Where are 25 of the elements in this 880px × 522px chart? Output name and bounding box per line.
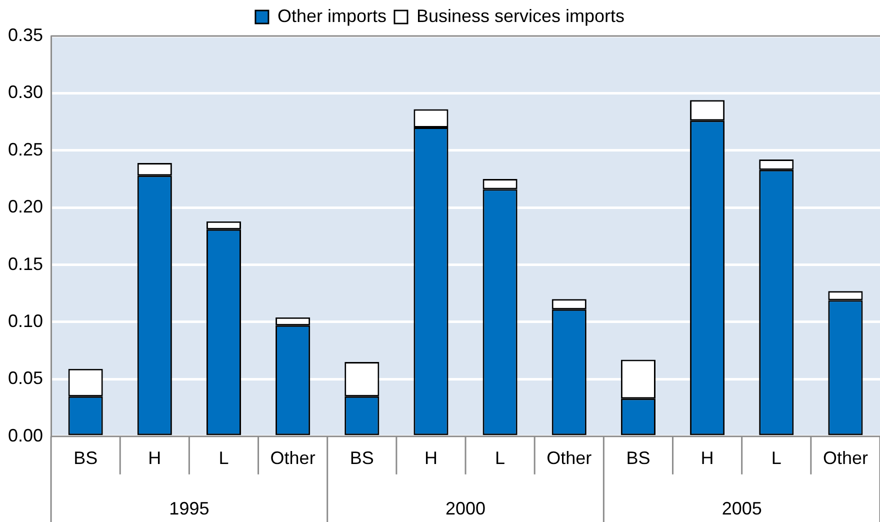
x-tick-label: H [700,448,714,468]
text: 2000 [445,498,486,518]
y-tick-label: 0.05 [8,368,44,388]
x-tick-label: Other [822,448,868,468]
x-tick-label: BS [626,448,650,468]
y-tick-label: 0.30 [8,82,44,102]
y-tick-label: 0.35 [8,24,44,45]
y-tick-label: 0.10 [8,310,44,331]
x-tick-label: L [495,448,506,468]
x-tick-label: L [218,448,229,468]
x-tick-label: BS [350,448,374,468]
legend-label: Other imports [277,6,386,26]
y-tick-label: 0.15 [8,254,44,274]
text: 1995 [169,498,210,518]
x-tick-label: Other [270,448,316,468]
x-tick-label: Other [546,448,592,468]
y-tick-label: 0.00 [8,425,44,446]
x-tick-label: L [771,448,782,468]
x-tick-label: H [148,448,162,468]
y-tick-label: 0.20 [8,196,44,217]
y-tick-label: 0.25 [8,139,44,160]
x-tick-label: BS [74,448,98,468]
x-tick-label: H [424,448,438,468]
legend-label: Business services imports [416,6,625,26]
text: 2005 [722,498,762,518]
